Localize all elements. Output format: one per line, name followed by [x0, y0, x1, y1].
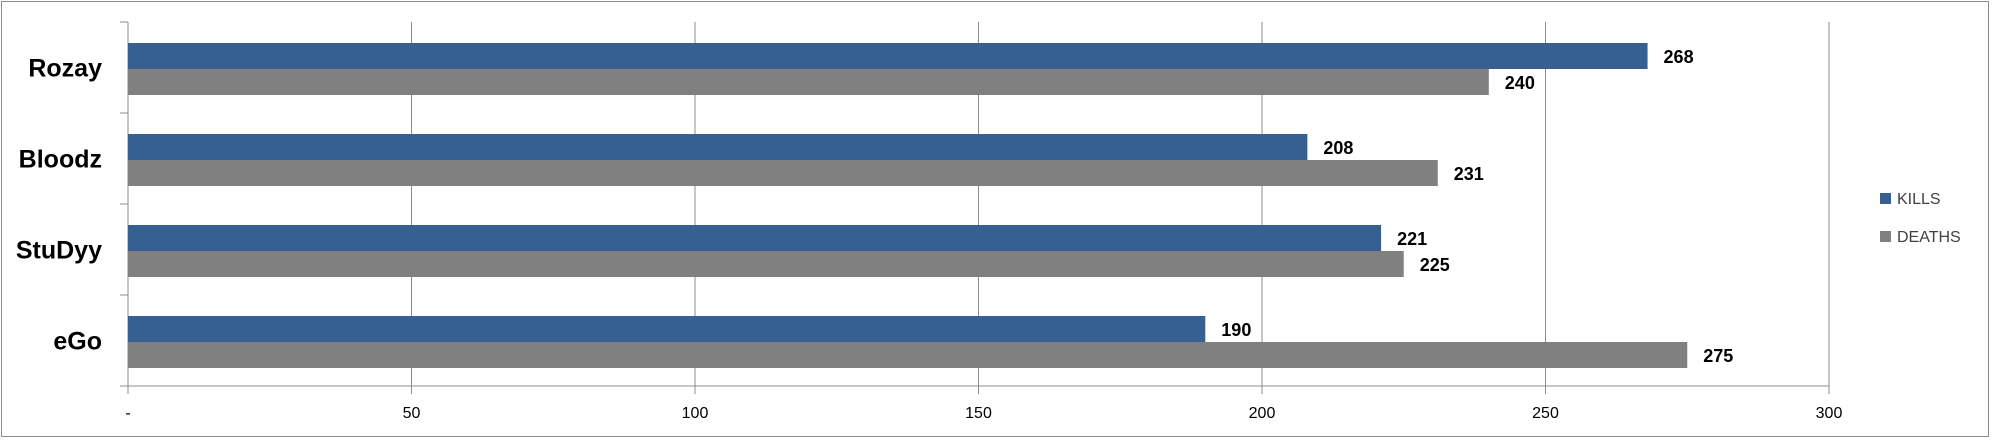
bar-kills [128, 225, 1382, 251]
bar-deaths [128, 342, 1688, 368]
data-label: 221 [1397, 229, 1427, 249]
bar-kills [128, 43, 1648, 69]
x-tick-label: 250 [1532, 405, 1559, 422]
x-tick-label: 150 [965, 405, 992, 422]
bar-kills [128, 316, 1206, 342]
data-label: 190 [1221, 320, 1251, 340]
data-label: 231 [1454, 164, 1484, 184]
x-tick-label: 200 [1249, 405, 1276, 422]
legend-swatch-deaths [1880, 231, 1891, 242]
category-label: Bloodz [19, 146, 102, 174]
legend-label: KILLS [1897, 191, 1941, 208]
data-label: 208 [1323, 138, 1353, 158]
bar-kills [128, 134, 1308, 160]
bar-deaths [128, 251, 1404, 277]
data-label: 225 [1420, 255, 1450, 275]
data-label: 268 [1664, 47, 1694, 67]
x-tick-label: 300 [1816, 405, 1843, 422]
bar-deaths [128, 69, 1489, 95]
legend-label: DEATHS [1897, 229, 1961, 246]
x-tick-label: - [125, 405, 130, 422]
category-label: Rozay [28, 55, 102, 83]
legend-swatch-kills [1880, 193, 1891, 204]
data-label: 240 [1505, 73, 1535, 93]
x-tick-label: 50 [403, 405, 421, 422]
bar-deaths [128, 160, 1438, 186]
x-tick-label: 100 [682, 405, 709, 422]
category-label: eGo [53, 328, 102, 356]
data-label: 275 [1703, 346, 1733, 366]
category-label: StuDyy [16, 237, 102, 265]
